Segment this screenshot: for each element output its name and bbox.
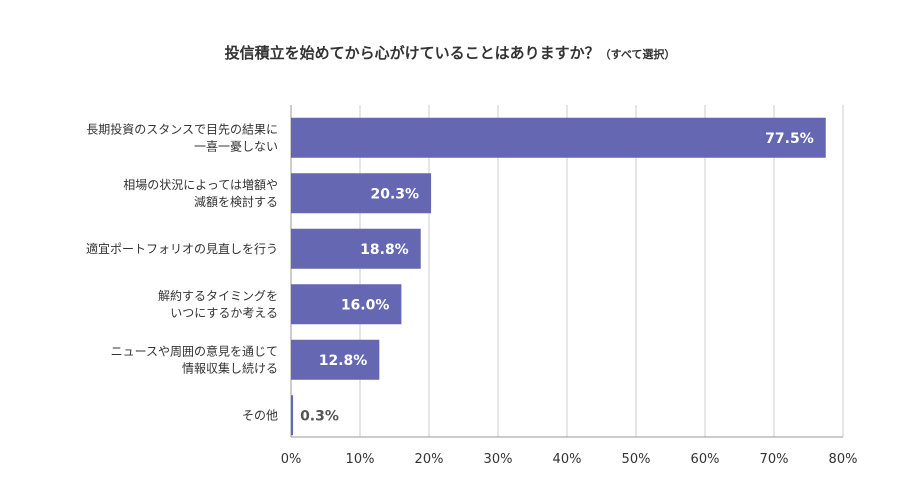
bar-2 — [291, 173, 432, 214]
category-label-layer: 長期投資のスタンスで目先の結果に一喜一憂しない相場の状況によっては増額や減額を検… — [86, 121, 278, 422]
x-tick-label: 40% — [553, 452, 582, 467]
x-tick-label: 80% — [829, 452, 858, 467]
chart-title: 投信積立を始めてから心がけていることはありますか？（すべて選択） — [225, 44, 676, 62]
chart-title-note: （すべて選択） — [600, 47, 676, 61]
bar-5 — [291, 339, 380, 380]
category-label-line: 長期投資のスタンスで目先の結果に — [86, 121, 278, 136]
x-tick-label: 30% — [484, 452, 513, 467]
bar-layer: 77.5% 20.3% 18.8% 16.0% 12.8% 0.3% — [291, 117, 826, 436]
tick-layer: 0% 10% 20% 30% 40% 50% 60% 70% 80% — [281, 452, 858, 467]
category-label-line: 適宜ポートフォリオの見直しを行う — [86, 241, 278, 256]
chart-title-main: 投信積立を始めてから心がけていることはありますか？ — [225, 44, 600, 62]
x-tick-label: 0% — [281, 452, 302, 467]
value-label-2: 20.3% — [370, 186, 419, 202]
category-label-line: 一喜一憂しない — [194, 139, 278, 153]
category-label-line: その他 — [242, 408, 278, 422]
value-label-5: 12.8% — [319, 353, 368, 369]
bar-1 — [291, 117, 826, 158]
x-tick-label: 50% — [622, 452, 651, 467]
category-label-1: 長期投資のスタンスで目先の結果に一喜一憂しない — [86, 121, 278, 153]
category-label-line: ニュースや周囲の意見を通じて — [111, 343, 278, 358]
value-label-4: 16.0% — [341, 297, 390, 313]
bar-3 — [291, 228, 421, 269]
category-label-line: 減額を検討する — [194, 194, 278, 209]
value-label-3: 18.8% — [360, 242, 409, 258]
bar-6 — [291, 395, 294, 436]
x-tick-label: 70% — [760, 452, 789, 467]
category-label-line: 相場の状況によっては増額や — [123, 177, 278, 192]
x-tick-label: 60% — [691, 452, 720, 467]
grid-layer — [290, 105, 844, 438]
value-label-6: 0.3% — [300, 408, 339, 424]
category-label-line: 情報収集し続ける — [182, 360, 278, 375]
category-label-6: その他 — [242, 408, 278, 422]
bar-4 — [291, 284, 402, 325]
category-label-3: 適宜ポートフォリオの見直しを行う — [86, 241, 278, 256]
category-label-line: いつにするか考える — [170, 306, 278, 320]
x-tick-label: 10% — [346, 452, 375, 467]
value-label-1: 77.5% — [765, 131, 814, 147]
category-label-4: 解約するタイミングをいつにするか考える — [158, 288, 278, 320]
category-label-2: 相場の状況によっては増額や減額を検討する — [123, 177, 278, 209]
category-label-5: ニュースや周囲の意見を通じて情報収集し続ける — [111, 343, 278, 375]
category-label-line: 解約するタイミングを — [158, 288, 278, 303]
x-tick-label: 20% — [415, 452, 444, 467]
